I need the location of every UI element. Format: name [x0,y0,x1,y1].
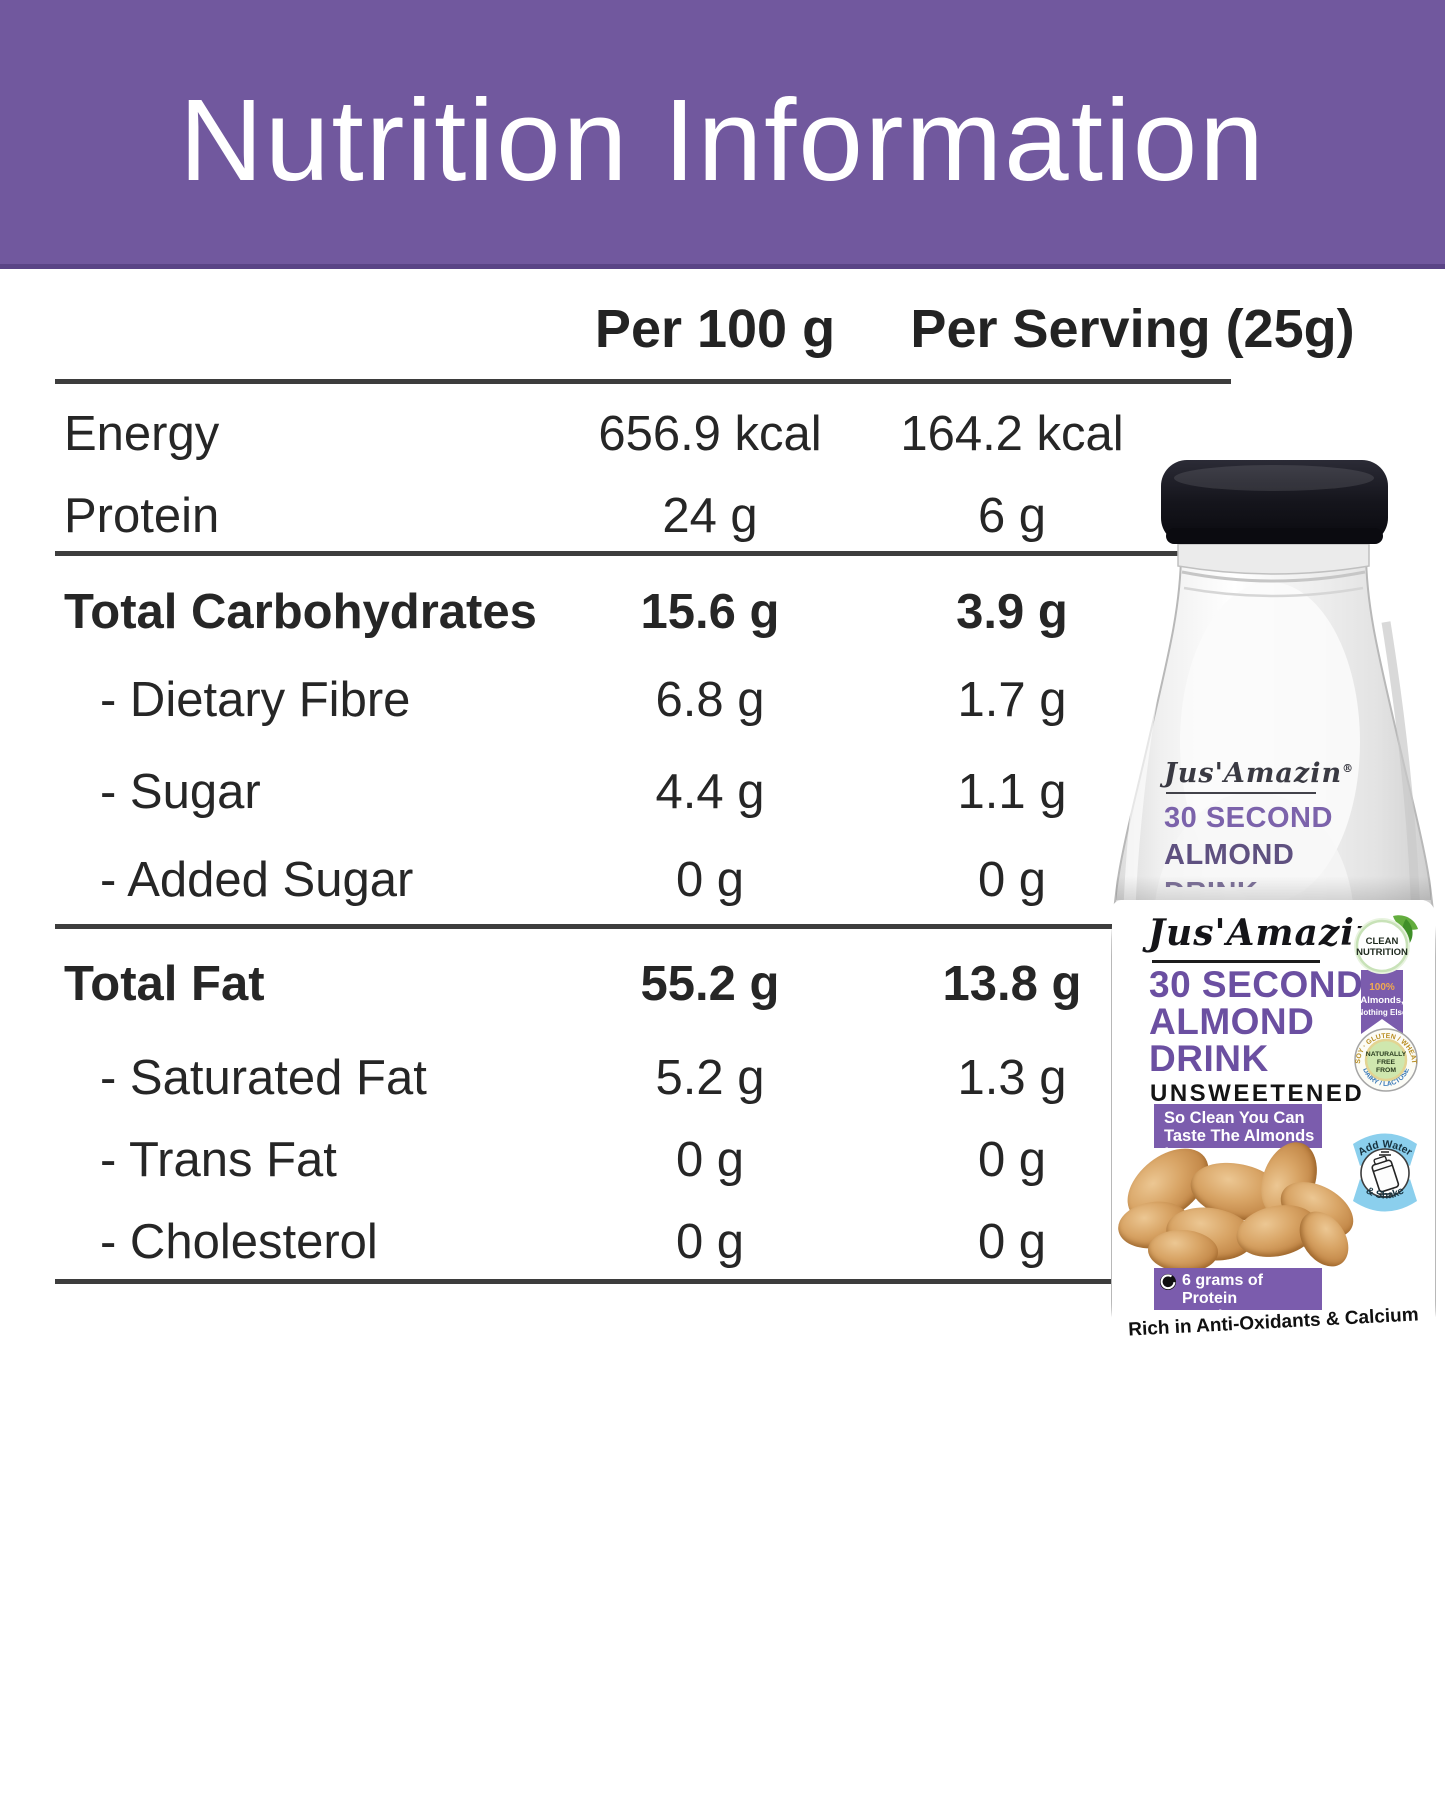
neck-ring [1181,570,1366,583]
row-value-serving: 1.3 g [957,1051,1067,1105]
add-water-shake-badge: Add Water & Shake [1353,1133,1417,1212]
row-value-serving: 3.9 g [956,585,1068,639]
row-value-per100: 656.9 kcal [598,407,822,461]
row-label: - Dietary Fibre [100,673,411,727]
brand-logo: Jus'Amazin® [1148,912,1397,954]
brand-underline [1152,960,1320,963]
protein-icon [1160,1274,1176,1290]
product-title-line1: 30 SECOND [1149,964,1364,1005]
table-row: - Added Sugar 0 g 0 g [0,848,1240,912]
table-divider [55,1279,1231,1284]
header-band: Nutrition Information [0,0,1445,269]
row-value-per100: 6.8 g [655,673,765,727]
row-value-serving: 1.1 g [957,765,1067,819]
clean-badge-text-line2: NUTRITION [1356,947,1408,958]
page-title: Nutrition Information [179,75,1266,205]
stamp-center-line3: FROM [1376,1067,1396,1074]
row-value-per100: 0 g [675,1133,745,1187]
row-value-serving: 6 g [977,489,1047,543]
table-divider [55,379,1231,384]
clean-nutrition-badge: CLEAN NUTRITION 100% Almonds, Nothing El… [1354,915,1418,1034]
stamp-center-circle [1364,1038,1408,1082]
table-row: Total Carbohydrates 15.6 g 3.9 g [0,580,1240,644]
row-label: - Added Sugar [100,853,414,907]
through-glass-label-text: Jus'Amazin® 30 SECOND ALMOND DRINK [1164,758,1389,887]
column-header-per-100g: Per 100 g [594,299,836,359]
shake-bottom-text: & Shake [1364,1185,1406,1202]
row-label: Protein [64,489,220,543]
row-value-per100: 0 g [675,853,745,907]
ribbon-banner [1361,970,1403,1034]
tagline-box: So Clean You Can Taste The Almonds ! [1154,1104,1322,1163]
protein-callout-box: 6 grams of Protein per sachet [1154,1268,1322,1325]
row-label: Total Fat [64,957,265,1011]
brand-underline [1166,792,1316,794]
row-label: Total Carbohydrates [64,585,537,639]
almonds-image [1113,1133,1363,1276]
tagline-line1: So Clean You Can [1164,1109,1305,1127]
clean-badge-text-line1: CLEAN [1366,936,1399,947]
product-title-line3: DRINK [1149,1038,1269,1079]
clean-badge-circle [1355,919,1409,973]
stamp-center-line2: FREE [1377,1059,1396,1066]
row-value-serving: 164.2 kcal [900,407,1124,461]
glass-title-line2: ALMOND [1164,839,1295,871]
brand-logo: Jus'Amazin® [1164,758,1355,789]
front-label: Jus'Amazin® 30 SECOND ALMOND DRINK UNSWE… [1112,900,1435,1794]
product-title-line2: ALMOND [1149,1001,1315,1042]
product-title: 30 SECOND ALMOND DRINK [1149,966,1363,1077]
row-value-per100: 15.6 g [640,585,780,639]
neck-ring [1183,586,1364,598]
protein-text-line1: 6 grams of Protein [1182,1272,1263,1307]
row-value-serving: 13.8 g [942,957,1082,1011]
ribbon-text-line2: Almonds, [1360,995,1403,1006]
table-row: - Cholesterol 0 g 0 g [0,1210,1240,1274]
table-row: - Saturated Fat 5.2 g 1.3 g [0,1046,1240,1110]
column-header-per-serving: Per Serving (25g) [910,299,1355,359]
row-label: - Trans Fat [100,1133,337,1187]
table-row: - Dietary Fibre 6.8 g 1.7 g [0,668,1240,732]
glass-highlight [1123,620,1170,923]
table-row: Energy 656.9 kcal 164.2 kcal [0,402,1240,466]
bottle-lip [1177,543,1370,575]
row-value-serving: 1.7 g [957,673,1067,727]
shaker-icon [1371,1155,1400,1193]
row-label: Energy [64,407,220,461]
stamp-center-line1: NATURALLY [1366,1051,1407,1058]
table-divider [55,924,1231,929]
row-label: - Sugar [100,765,261,819]
ribbon-text-line1: 100% [1369,982,1395,993]
row-value-per100: 0 g [675,1215,745,1269]
bottle-cap [1161,460,1388,544]
glass-shade [1381,621,1421,923]
row-value-per100: 55.2 g [640,957,780,1011]
cap-highlight [1174,465,1374,491]
bottle-cap-rim [1166,528,1383,544]
protein-text-line2: per sachet [1162,1308,1243,1325]
table-row: - Trans Fat 0 g 0 g [0,1128,1240,1192]
table-divider [55,551,1231,556]
row-value-per100: 5.2 g [655,1051,765,1105]
ribbon-text-line3: Nothing Else [1358,1008,1407,1017]
row-value-per100: 24 g [662,489,758,543]
glass-title-line1: 30 SECOND [1164,802,1333,834]
glass-title-line3-clipped: DRINK [1164,877,1389,887]
row-label: - Cholesterol [100,1215,378,1269]
free-from-stamp-badge: SOY · GLUTEN / WHEAT DAIRY / LACTOSE NAT… [1354,1028,1418,1092]
table-row: Total Fat 55.2 g 13.8 g [0,952,1240,1016]
row-value-per100: 4.4 g [655,765,765,819]
water-drops-icon [1379,1151,1391,1156]
table-row: - Sugar 4.4 g 1.1 g [0,760,1240,824]
product-bottle-photo: Jus'Amazin® 30 SECOND ALMOND DRINK Jus'A… [1102,452,1445,1794]
label-top-shadow [1116,876,1431,900]
row-value-serving: 0 g [977,1133,1047,1187]
shake-motion-icon [1379,1193,1391,1198]
row-label: - Saturated Fat [100,1051,427,1105]
table-row: Protein 24 g 6 g [0,484,1240,548]
row-value-serving: 0 g [977,853,1047,907]
product-variant: UNSWEETENED [1150,1080,1365,1107]
row-value-serving: 0 g [977,1215,1047,1269]
registered-mark: ® [1342,762,1355,775]
